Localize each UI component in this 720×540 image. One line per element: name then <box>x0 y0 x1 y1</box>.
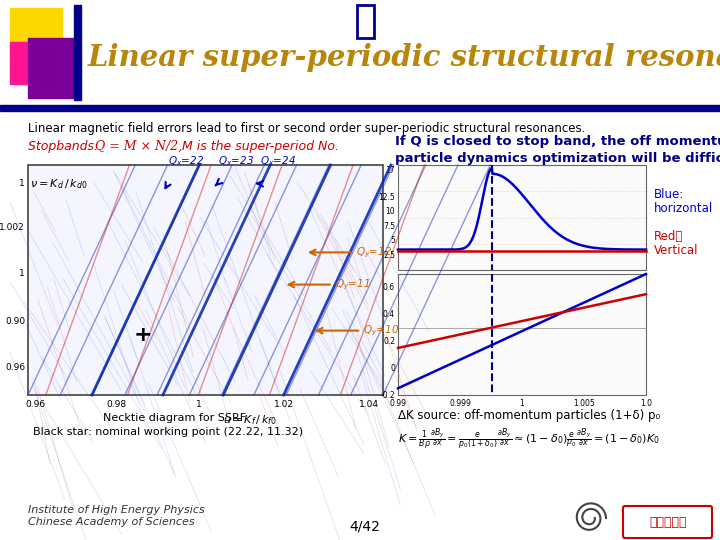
Text: $K = \frac{1}{B\rho}\frac{\partial B_y}{\partial x} = \frac{e}{p_0(1+\delta_0)}\: $K = \frac{1}{B\rho}\frac{\partial B_y}{… <box>398 427 660 453</box>
Text: Q = M × N/2,: Q = M × N/2, <box>95 140 182 153</box>
Text: 0.4: 0.4 <box>383 310 395 319</box>
Text: 1.0: 1.0 <box>640 399 652 408</box>
Bar <box>0 0 720 110</box>
Text: 0.98: 0.98 <box>107 400 127 409</box>
Bar <box>74 5 81 100</box>
Text: 1: 1 <box>19 268 25 278</box>
Bar <box>398 165 646 270</box>
Text: 0.90: 0.90 <box>5 317 25 326</box>
Text: Blue:: Blue: <box>654 188 684 201</box>
Text: 1: 1 <box>196 400 202 409</box>
Text: Red：: Red： <box>654 231 683 244</box>
Text: $Q_y$=10: $Q_y$=10 <box>363 323 400 338</box>
Text: $\nu=K_d\,/\,k_{d0}$: $\nu=K_d\,/\,k_{d0}$ <box>30 177 88 191</box>
Text: $Q_x$=23: $Q_x$=23 <box>217 154 253 167</box>
Text: 0.999: 0.999 <box>449 399 471 408</box>
Text: horizontal: horizontal <box>654 202 714 215</box>
Bar <box>10 42 52 84</box>
Text: 中国科学院: 中国科学院 <box>649 516 687 529</box>
Text: Linear super-periodic structural resonances-I: Linear super-periodic structural resonan… <box>88 44 720 72</box>
Text: 0.6: 0.6 <box>383 283 395 292</box>
Text: 1.04: 1.04 <box>359 400 379 409</box>
Text: 10: 10 <box>385 207 395 216</box>
Bar <box>357 5 374 38</box>
Bar <box>0 105 720 111</box>
Text: Stopbands:: Stopbands: <box>28 140 102 153</box>
Text: $Q_y$=12: $Q_y$=12 <box>356 245 392 260</box>
Text: 5: 5 <box>390 237 395 245</box>
Text: 0.2: 0.2 <box>383 337 395 346</box>
Text: Necktie diagram for SSRF: Necktie diagram for SSRF <box>103 413 246 423</box>
Text: 1: 1 <box>520 399 524 408</box>
Text: 1.002: 1.002 <box>0 222 25 232</box>
Text: 1.02: 1.02 <box>274 400 294 409</box>
Text: 0.96: 0.96 <box>5 363 25 372</box>
Text: ΔK source: off-momentum particles (1+δ) p₀: ΔK source: off-momentum particles (1+δ) … <box>398 409 660 422</box>
Text: $Q_x$=24: $Q_x$=24 <box>260 154 296 167</box>
Text: 2.5: 2.5 <box>383 251 395 260</box>
Text: Linear magnetic field errors lead to first or second order super-periodic struct: Linear magnetic field errors lead to fir… <box>28 122 585 135</box>
Text: 1.005: 1.005 <box>573 399 595 408</box>
Text: 0: 0 <box>390 363 395 373</box>
Text: $u=K_f\,/\,k_{f0}$: $u=K_f\,/\,k_{f0}$ <box>223 413 277 427</box>
Text: +: + <box>134 325 153 345</box>
Text: M is the super-period No.: M is the super-period No. <box>178 140 339 153</box>
Bar <box>28 165 383 395</box>
Bar <box>10 8 62 60</box>
Text: Institute of High Energy Physics: Institute of High Energy Physics <box>28 505 204 515</box>
Bar <box>398 274 646 395</box>
Bar <box>28 38 80 98</box>
Text: $Q_x$=22: $Q_x$=22 <box>168 154 204 167</box>
Text: If Q is closed to stop band, the off momentum: If Q is closed to stop band, the off mom… <box>395 135 720 148</box>
Text: 12.5: 12.5 <box>378 193 395 201</box>
Text: 4/42: 4/42 <box>350 520 380 534</box>
Text: 17: 17 <box>385 166 395 176</box>
Text: 7.5: 7.5 <box>383 222 395 231</box>
Text: -0.2: -0.2 <box>380 390 395 400</box>
Text: Black star: nominal working point (22.22, 11.32): Black star: nominal working point (22.22… <box>33 427 303 437</box>
Text: 1: 1 <box>19 179 25 188</box>
Text: Vertical: Vertical <box>654 245 698 258</box>
Text: $Q_y$=11: $Q_y$=11 <box>335 278 370 292</box>
Text: Chinese Academy of Sciences: Chinese Academy of Sciences <box>28 517 194 527</box>
FancyBboxPatch shape <box>623 506 712 538</box>
Text: 0.99: 0.99 <box>390 399 407 408</box>
Text: 0.96: 0.96 <box>25 400 45 409</box>
Text: particle dynamics optimization will be difficult.: particle dynamics optimization will be d… <box>395 152 720 165</box>
